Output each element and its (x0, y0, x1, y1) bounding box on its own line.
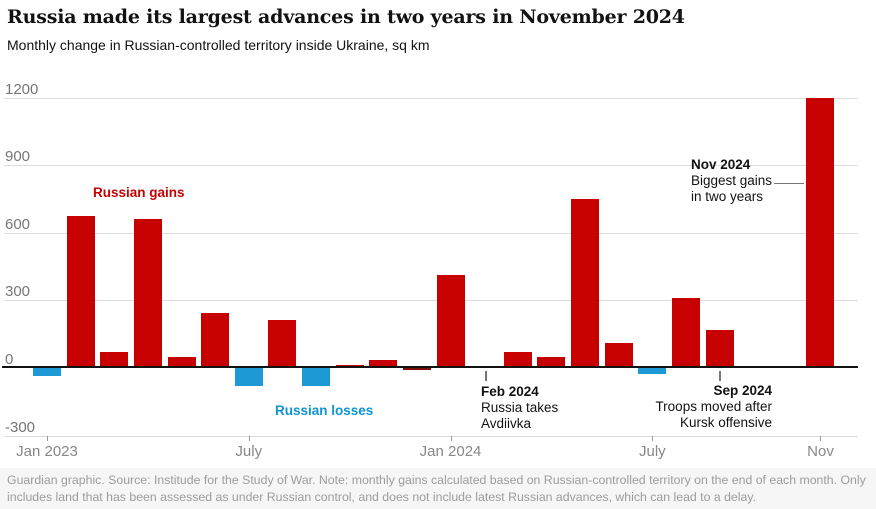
sep-2024-annotation-line-3: Kursk offensive (679, 415, 772, 430)
sep-2024-annotation-pointer-line (719, 371, 721, 381)
bar-apr-2023 (133, 219, 162, 368)
x-axis-tick-july (248, 435, 250, 441)
bar-aug-2023 (268, 319, 297, 368)
x-axis-tick-july (652, 435, 654, 441)
feb-2024-annotation-line-2: Russia takes (481, 400, 559, 415)
nov-2024-annotation-connector-line (774, 183, 804, 184)
zero-baseline (2, 366, 858, 368)
y-axis-label-900: 900 (5, 148, 31, 166)
russian-losses-label-line-1: Russian losses (275, 403, 374, 418)
x-axis-tick-jan-2024 (450, 435, 452, 441)
feb-2024-annotation: Feb 2024 Russia takes Avdiivka (481, 384, 558, 432)
source-note: Guardian graphic. Source: Institude for … (7, 472, 869, 506)
bar-aug-2024 (671, 298, 700, 368)
footer: Guardian graphic. Source: Institude for … (0, 468, 876, 509)
bar-nov-2023 (369, 360, 398, 368)
gridline-1200 (4, 97, 858, 99)
russian-gains-label: Russian gains (93, 185, 185, 201)
y-axis-label--300: -300 (5, 418, 36, 436)
bar-apr-2024 (537, 356, 566, 368)
bar-jun-2023 (201, 312, 230, 368)
bar-jan-2023 (33, 368, 61, 376)
nov-2024-annotation-line-3: in two years (691, 189, 764, 204)
x-axis-tick-jan-2023 (47, 435, 48, 441)
x-axis-label-jan-2024: Jan 2024 (419, 442, 482, 460)
feb-2024-annotation-pointer-line (485, 371, 487, 381)
y-axis-label-1200: 1200 (5, 80, 39, 98)
bar-dec-2023 (402, 368, 431, 370)
source-note-line-1: Guardian graphic. Source: Institude for … (7, 473, 866, 487)
y-axis-label-0: 0 (5, 351, 14, 368)
bar-feb-2023 (66, 215, 95, 368)
sep-2024-annotation-line-1: Sep 2024 (713, 383, 772, 398)
page-title: Russia made its largest advances in two … (7, 6, 685, 28)
chart-subtitle: Monthly change in Russian-controlled ter… (7, 37, 430, 53)
x-axis-label-july: July (235, 442, 263, 460)
bar-mar-2023 (100, 352, 129, 368)
feb-2024-annotation-line-3: Avdiivka (481, 416, 532, 431)
bar-jul-2023 (234, 368, 263, 387)
bar-jun-2024 (604, 343, 633, 368)
x-axis-tick-nov (820, 435, 822, 441)
feb-2024-annotation-line-1: Feb 2024 (481, 384, 539, 399)
bar-sep-2024 (705, 329, 734, 368)
nov-2024-annotation-line-2: Biggest gains (691, 173, 773, 188)
bar-jan-2024 (436, 274, 465, 368)
source-note-line-2: includes land that has been assessed as … (7, 490, 756, 504)
bar-mar-2024 (503, 352, 532, 368)
y-axis-label-600: 600 (5, 215, 31, 233)
russian-losses-label: Russian losses (275, 403, 373, 419)
gridline-300 (4, 300, 858, 302)
bar-may-2024 (571, 199, 600, 368)
bar-may-2023 (167, 356, 196, 368)
x-axis-label-nov: Nov (807, 442, 834, 460)
bar-sep-2023 (302, 368, 331, 387)
bar-jul-2024 (638, 368, 667, 374)
russian-gains-label-line-1: Russian gains (93, 185, 185, 200)
nov-2024-annotation-line-1: Nov 2024 (691, 157, 751, 172)
gridline-600 (4, 232, 858, 234)
bar-nov-2024 (806, 97, 835, 368)
sep-2024-annotation-line-2: Troops moved after (655, 399, 772, 414)
sep-2024-annotation: Sep 2024 Troops moved after Kursk offensiv… (655, 383, 772, 431)
x-axis-label-jan-2023: Jan 2023 (16, 442, 78, 460)
y-axis-label-300: 300 (5, 283, 31, 301)
x-axis-label-july: July (638, 442, 666, 460)
gridline-900 (4, 165, 858, 167)
gridline--300 (4, 435, 858, 437)
nov-2024-annotation: Nov 2024 Biggest gains in two years (691, 157, 772, 205)
